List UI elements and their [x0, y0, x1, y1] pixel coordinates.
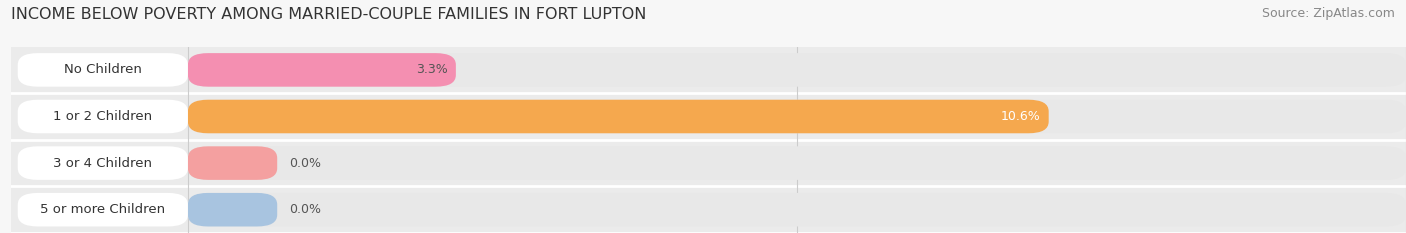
FancyBboxPatch shape: [188, 193, 1406, 226]
Text: 3 or 4 Children: 3 or 4 Children: [53, 157, 152, 170]
Text: Source: ZipAtlas.com: Source: ZipAtlas.com: [1261, 7, 1395, 20]
Text: 10.6%: 10.6%: [1001, 110, 1040, 123]
FancyBboxPatch shape: [188, 146, 1406, 180]
FancyBboxPatch shape: [188, 100, 1049, 133]
FancyBboxPatch shape: [11, 140, 1406, 186]
Text: 3.3%: 3.3%: [416, 63, 447, 76]
FancyBboxPatch shape: [188, 100, 1406, 133]
FancyBboxPatch shape: [18, 100, 188, 133]
Text: 0.0%: 0.0%: [290, 203, 322, 216]
Text: INCOME BELOW POVERTY AMONG MARRIED-COUPLE FAMILIES IN FORT LUPTON: INCOME BELOW POVERTY AMONG MARRIED-COUPL…: [11, 7, 647, 22]
Text: 1 or 2 Children: 1 or 2 Children: [53, 110, 152, 123]
FancyBboxPatch shape: [11, 47, 1406, 93]
FancyBboxPatch shape: [18, 53, 188, 87]
FancyBboxPatch shape: [188, 53, 1406, 87]
FancyBboxPatch shape: [18, 193, 188, 226]
FancyBboxPatch shape: [11, 93, 1406, 140]
FancyBboxPatch shape: [188, 53, 456, 87]
FancyBboxPatch shape: [188, 193, 277, 226]
Text: 0.0%: 0.0%: [290, 157, 322, 170]
FancyBboxPatch shape: [188, 146, 277, 180]
Text: 5 or more Children: 5 or more Children: [41, 203, 166, 216]
FancyBboxPatch shape: [11, 186, 1406, 233]
FancyBboxPatch shape: [18, 146, 188, 180]
Text: No Children: No Children: [63, 63, 142, 76]
